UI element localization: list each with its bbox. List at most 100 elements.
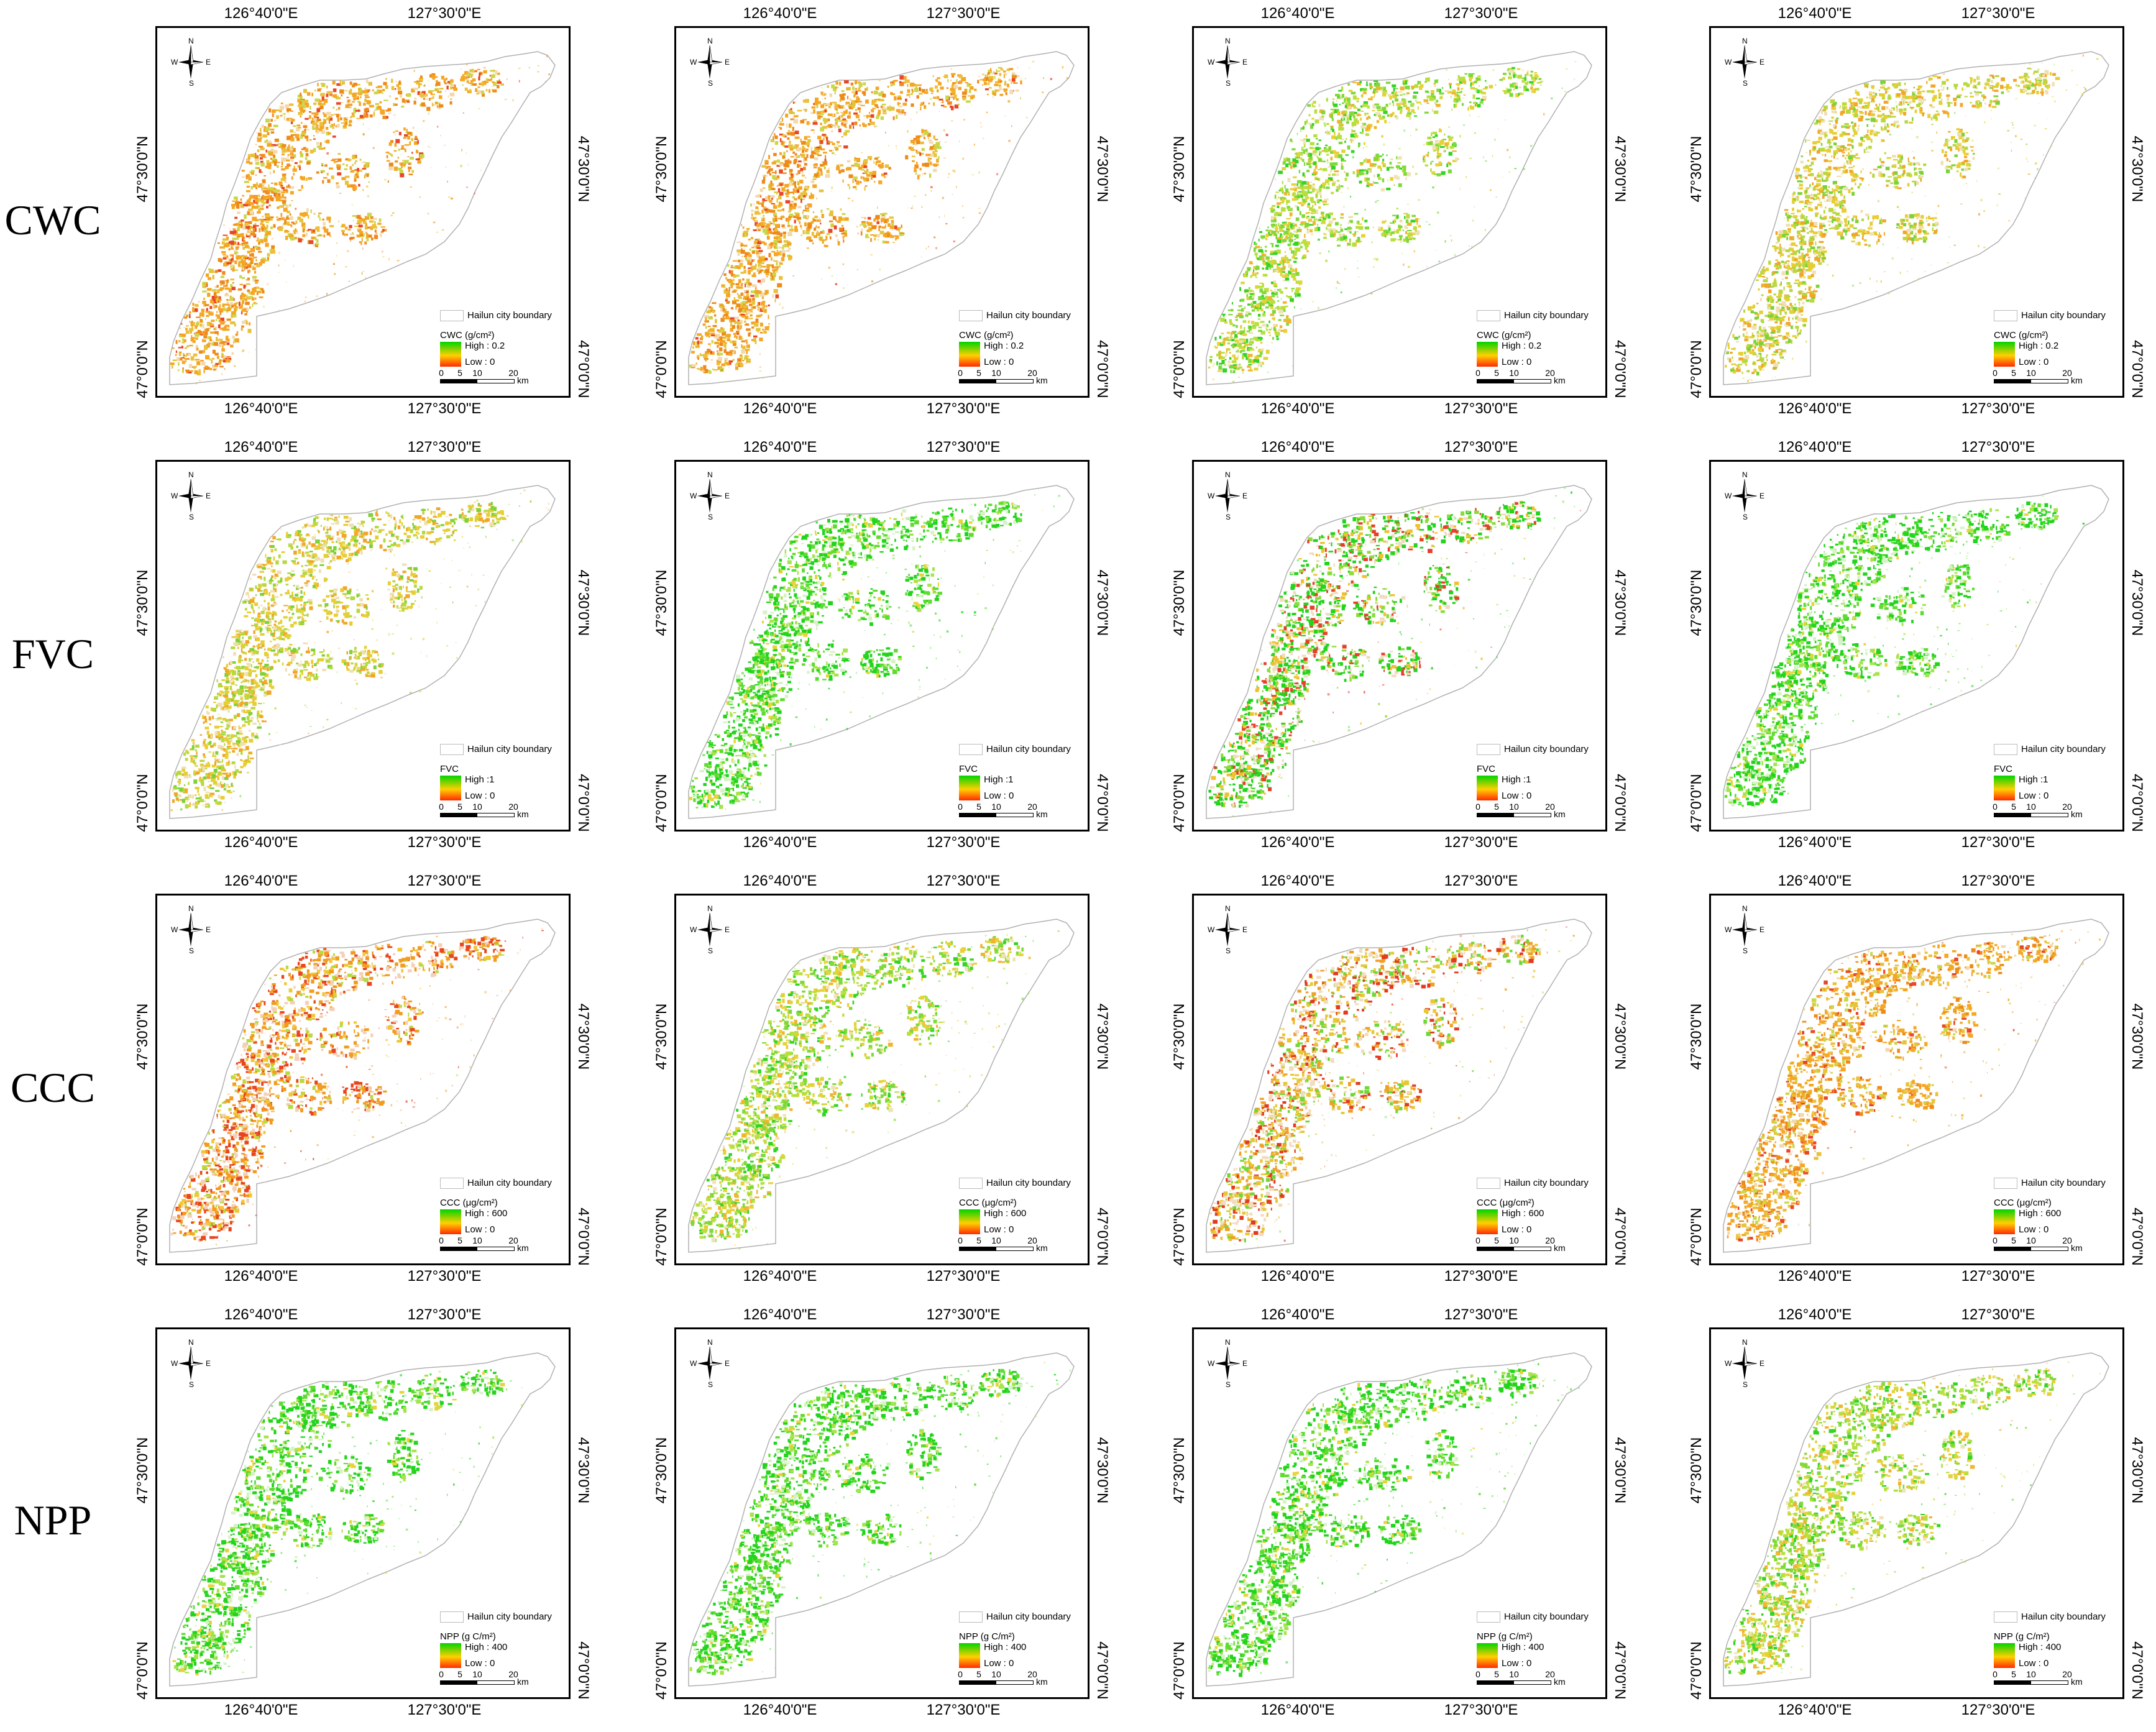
boundary-swatch xyxy=(1994,744,2017,755)
scale-tick: 20 xyxy=(508,1669,518,1679)
north-arrow-icon: N S W E xyxy=(1725,470,1764,523)
scale-tick: 5 xyxy=(2011,802,2016,812)
scale-unit: km xyxy=(2071,1243,2083,1253)
compass-w: W xyxy=(1725,58,1732,66)
compass-e: E xyxy=(725,1359,730,1368)
scale-unit: km xyxy=(1036,1243,1048,1253)
legend-low: Low : 0 xyxy=(1502,1658,1531,1669)
lon-bottom-right: 127°30'0"E xyxy=(927,1268,1001,1285)
compass-w: W xyxy=(690,58,697,66)
map-panel-fvc-2: N S W E Hailun city boundary FVC High :1 Low : … xyxy=(674,460,1089,832)
color-ramp xyxy=(440,1209,461,1235)
raster-pixels xyxy=(1724,495,2087,809)
scale-tick: 0 xyxy=(439,1235,444,1245)
lon-top-left: 126°40'0"E xyxy=(1778,1306,1852,1324)
lat-right-lower: 47°0'0"N xyxy=(1611,1641,1628,1699)
map-panel-npp-4: N S W E Hailun city boundary NPP (g C/m²) High… xyxy=(1709,1327,2124,1699)
lon-bottom-left: 126°40'0"E xyxy=(1261,834,1335,851)
compass-e: E xyxy=(1759,58,1764,66)
lon-top-right: 127°30'0"E xyxy=(408,5,482,22)
lat-right-upper: 47°30'0"N xyxy=(574,1004,592,1070)
scale-tick: 20 xyxy=(1545,1669,1555,1679)
lon-top-left: 126°40'0"E xyxy=(1261,5,1335,22)
lon-top-left: 126°40'0"E xyxy=(1778,439,1852,456)
scale-tick: 20 xyxy=(2062,368,2072,378)
legend-high: High : 400 xyxy=(465,1642,507,1652)
lon-bottom-right: 127°30'0"E xyxy=(408,1268,482,1285)
lon-bottom-left: 126°40'0"E xyxy=(1778,1268,1852,1285)
lat-left-lower: 47°0'0"N xyxy=(134,1207,152,1265)
city-boundary xyxy=(1206,919,1592,1253)
lat-left-upper: 47°30'0"N xyxy=(134,570,152,636)
scale-tick: 10 xyxy=(1509,368,1519,378)
lat-left-lower: 47°0'0"N xyxy=(653,1207,671,1265)
legend: Hailun city boundary CWC (g/cm²) High : 0.… xyxy=(1993,309,2124,387)
compass-n: N xyxy=(707,904,713,913)
scale-tick: 20 xyxy=(508,368,518,378)
map-panel-ccc-1: N S W E Hailun city boundary CCC (μg/cm²) High… xyxy=(155,894,571,1265)
raster-pixels xyxy=(689,494,1061,810)
color-ramp xyxy=(959,776,980,801)
boundary-label: Hailun city boundary xyxy=(2021,744,2106,754)
boundary-swatch xyxy=(440,310,464,321)
boundary-label: Hailun city boundary xyxy=(467,1611,552,1622)
lon-bottom-right: 127°30'0"E xyxy=(927,834,1001,851)
boundary-swatch xyxy=(1477,744,1500,755)
raster-pixels xyxy=(170,55,550,385)
legend-variable-title: NPP (g C/m²) xyxy=(1477,1631,1607,1642)
compass-n: N xyxy=(1742,470,1748,479)
scale-tick: 10 xyxy=(2026,802,2036,812)
lat-left-upper: 47°30'0"N xyxy=(1688,1004,1705,1070)
scale-tick: 0 xyxy=(958,1235,963,1245)
legend-low: Low : 0 xyxy=(1502,790,1531,801)
scale-tick: 10 xyxy=(1509,802,1519,812)
legend-variable-title: FVC xyxy=(440,764,571,774)
lon-top-left: 126°40'0"E xyxy=(224,439,298,456)
map-panel-cwc-2: N S W E Hailun city boundary CWC (g/cm²) High … xyxy=(674,26,1089,398)
map-canvas xyxy=(1206,51,1592,385)
legend-high: High :1 xyxy=(984,774,1014,785)
scale-bar: 0 5 10 20 km xyxy=(1475,802,1607,820)
scale-tick: 0 xyxy=(1475,802,1480,812)
compass-n: N xyxy=(188,37,194,45)
scale-tick: 10 xyxy=(2026,1669,2036,1679)
lon-top-right: 127°30'0"E xyxy=(1961,439,2035,456)
scale-tick: 0 xyxy=(1993,1235,1998,1245)
scale-bar: 0 5 10 20 km xyxy=(439,1669,571,1688)
lon-top-left: 126°40'0"E xyxy=(224,873,298,890)
scale-tick: 10 xyxy=(991,368,1001,378)
lat-left-upper: 47°30'0"N xyxy=(1688,1437,1705,1504)
boundary-label: Hailun city boundary xyxy=(467,310,552,321)
map-panel-ccc-4: N S W E Hailun city boundary CCC (μg/cm²) High… xyxy=(1709,894,2124,1265)
boundary-swatch xyxy=(1477,1178,1500,1189)
lat-left-upper: 47°30'0"N xyxy=(1688,136,1705,203)
boundary-swatch xyxy=(959,310,983,321)
lat-left-upper: 47°30'0"N xyxy=(653,1004,671,1070)
lat-left-upper: 47°30'0"N xyxy=(134,1004,152,1070)
lon-top-right: 127°30'0"E xyxy=(1961,873,2035,890)
north-arrow-icon: N S W E xyxy=(1725,904,1764,956)
scale-tick: 20 xyxy=(508,1235,518,1245)
legend-high: High : 600 xyxy=(2019,1208,2061,1219)
boundary-label: Hailun city boundary xyxy=(2021,1178,2106,1188)
legend-variable-title: CWC (g/cm²) xyxy=(959,330,1089,341)
lon-bottom-left: 126°40'0"E xyxy=(743,1268,817,1285)
boundary-label: Hailun city boundary xyxy=(986,310,1071,321)
boundary-swatch xyxy=(440,1611,464,1623)
map-panel-fvc-3: N S W E Hailun city boundary FVC High :1 Low : … xyxy=(1192,460,1607,832)
legend-high: High : 600 xyxy=(1502,1208,1544,1219)
lat-left-lower: 47°0'0"N xyxy=(134,1641,152,1699)
north-arrow-icon: N S W E xyxy=(1725,1338,1764,1390)
scale-unit: km xyxy=(1036,375,1048,385)
lon-bottom-left: 126°40'0"E xyxy=(224,400,298,418)
scale-unit: km xyxy=(1554,1243,1566,1253)
lat-left-lower: 47°0'0"N xyxy=(1688,774,1705,832)
lon-top-right: 127°30'0"E xyxy=(927,5,1001,22)
lat-left-upper: 47°30'0"N xyxy=(653,570,671,636)
lon-top-left: 126°40'0"E xyxy=(1261,439,1335,456)
compass-s: S xyxy=(189,946,194,955)
legend-low: Low : 0 xyxy=(465,1658,495,1669)
lat-right-upper: 47°30'0"N xyxy=(1093,1437,1111,1504)
